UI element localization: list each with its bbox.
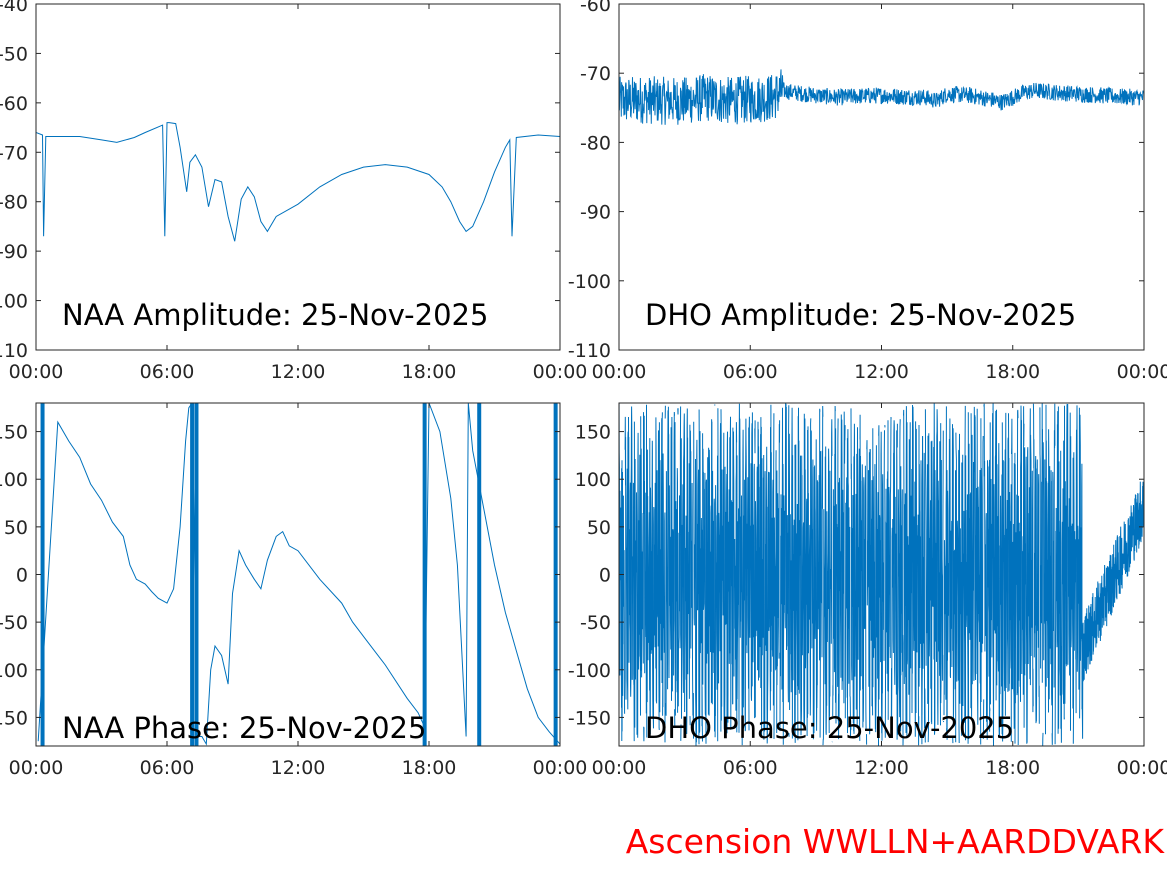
y-tick-label: -110: [568, 340, 611, 362]
x-tick-label: 00:00: [592, 757, 647, 779]
y-tick-label: -100: [568, 660, 611, 682]
y-tick-label: -40: [0, 0, 28, 16]
y-tick-label: 150: [575, 422, 611, 444]
y-tick-label: -50: [0, 43, 28, 65]
x-tick-label: 18:00: [402, 757, 457, 779]
dho-phase-panel: 00:00 06:00 12:00 18:00 00:00 -150 -100 -50 0 50 1…: [568, 402, 1167, 779]
x-tick-label: 00:00: [9, 361, 64, 383]
panel-title: DHO Phase: 25-Nov-2025: [645, 711, 1014, 745]
dho-amplitude-panel: 00:00 06:00 12:00 18:00 00:00-110-100-90-80-…: [568, 0, 1167, 383]
y-tick-label: 100: [575, 469, 611, 491]
series-line: [619, 69, 1144, 125]
panel-title: NAA Amplitude: 25-Nov-2025: [62, 298, 488, 332]
x-tick-label: 12:00: [271, 757, 326, 779]
series-line: [619, 403, 1144, 746]
x-tick-label: 12:00: [271, 361, 326, 383]
series-line: [37, 403, 560, 746]
series-line: [36, 122, 560, 242]
y-tick-label: -90: [0, 241, 28, 263]
y-tick-label: -110: [0, 340, 28, 362]
x-tick-label: 06:00: [140, 757, 195, 779]
y-tick-label: -60: [0, 93, 28, 115]
x-tick-label: 00:00: [533, 361, 588, 383]
naa-phase-panel: 00:00 06:00 12:00 18:00 00:00 -150 -100 -50 0 50 1…: [0, 402, 588, 779]
x-tick-label: 00:00: [9, 757, 64, 779]
x-tick-label: 00:00: [1117, 757, 1167, 779]
x-tick-label: 06:00: [723, 361, 778, 383]
station-label: Ascension WWLLN+AARDDVARK: [625, 822, 1164, 861]
x-tick-label: 00:00: [592, 361, 647, 383]
y-tick-label: -100: [0, 291, 28, 313]
y-tick-label: 150: [0, 422, 28, 444]
y-tick-label: -70: [0, 142, 28, 164]
x-tick-label: 06:00: [723, 757, 778, 779]
axes-box: [35, 402, 561, 747]
x-tick-label: 18:00: [402, 361, 457, 383]
y-tick-label: -60: [580, 0, 611, 16]
y-tick-label: 50: [4, 517, 28, 539]
y-tick-label: 0: [599, 565, 611, 587]
naa-amplitude-panel: 00:0006:0012:0018:0000:00-110-100-90-80-…: [0, 0, 587, 383]
y-tick-label: -50: [0, 612, 28, 634]
y-tick-label: -50: [580, 612, 611, 634]
y-tick-label: -80: [580, 132, 611, 154]
x-tick-label: 12:00: [854, 361, 909, 383]
x-tick-label: 06:00: [140, 361, 195, 383]
x-tick-label: 12:00: [854, 757, 909, 779]
x-tick-label: 18:00: [985, 361, 1040, 383]
y-tick-label: -80: [0, 192, 28, 214]
x-tick-label: 00:00: [533, 757, 588, 779]
y-tick-label: -150: [568, 707, 611, 729]
x-tick-label: 00:00: [1117, 361, 1167, 383]
y-tick-label: -70: [580, 63, 611, 85]
panel-title: NAA Phase: 25-Nov-2025: [62, 711, 426, 745]
y-tick-label: -90: [580, 202, 611, 224]
y-tick-label: 100: [0, 469, 28, 491]
y-tick-label: -150: [0, 707, 28, 729]
y-tick-label: 50: [587, 517, 611, 539]
y-tick-label: -100: [568, 271, 611, 293]
y-tick-label: -100: [0, 660, 28, 682]
panel-title: DHO Amplitude: 25-Nov-2025: [645, 298, 1076, 332]
x-tick-label: 18:00: [985, 757, 1040, 779]
y-tick-label: 0: [16, 565, 28, 587]
